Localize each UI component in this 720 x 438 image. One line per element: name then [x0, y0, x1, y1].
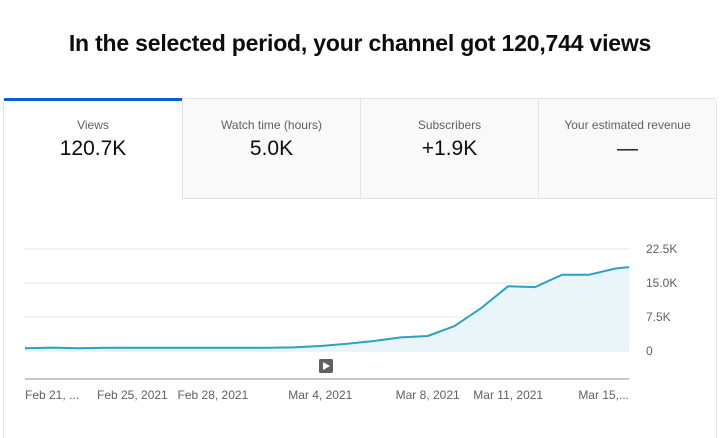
tab-revenue[interactable]: Your estimated revenue — — [538, 99, 716, 199]
x-tick-label: Mar 8, 2021 — [396, 388, 460, 402]
analytics-card: Views 120.7K Watch time (hours) 5.0K Sub… — [3, 98, 717, 438]
views-line-chart: 22.5K 15.0K 7.5K 0 Feb 21, ... Feb 25, 2021 Fe… — [24, 242, 677, 402]
x-tick-label: Feb 25, 2021 — [97, 388, 168, 402]
x-tick-label: Feb 21, ... — [25, 388, 79, 402]
tab-watch-time[interactable]: Watch time (hours) 5.0K — [182, 99, 360, 199]
page-headline: In the selected period, your channel got… — [68, 30, 652, 56]
y-tick-label: 22.5K — [646, 242, 677, 256]
y-tick-label: 15.0K — [646, 276, 677, 290]
views-area — [25, 267, 629, 351]
views-series-line — [24, 266, 630, 350]
y-tick-label: 7.5K — [646, 310, 671, 324]
x-tick-label: Mar 4, 2021 — [288, 388, 352, 402]
x-tick-label: Mar 11, 2021 — [473, 388, 543, 402]
tab-subscribers[interactable]: Subscribers +1.9K — [360, 99, 538, 199]
x-tick-label: Mar 15,... — [578, 388, 629, 402]
tab-revenue-value: — — [617, 137, 638, 160]
metric-tabs: Views 120.7K Watch time (hours) 5.0K Sub… — [4, 98, 716, 199]
tab-subscribers-label: Subscribers — [417, 118, 482, 132]
tab-views[interactable]: Views 120.7K — [4, 98, 182, 199]
tab-subscribers-value: +1.9K — [421, 137, 478, 160]
y-tick-label: 0 — [646, 344, 653, 358]
tab-watch-time-label: Watch time (hours) — [221, 118, 322, 132]
tab-revenue-label: Your estimated revenue — [564, 118, 691, 132]
tab-watch-time-value: 5.0K — [249, 137, 294, 160]
tab-views-value: 120.7K — [59, 137, 127, 160]
play-icon[interactable] — [323, 362, 330, 370]
tab-views-label: Views — [77, 118, 109, 132]
x-tick-label: Feb 28, 2021 — [178, 388, 249, 402]
